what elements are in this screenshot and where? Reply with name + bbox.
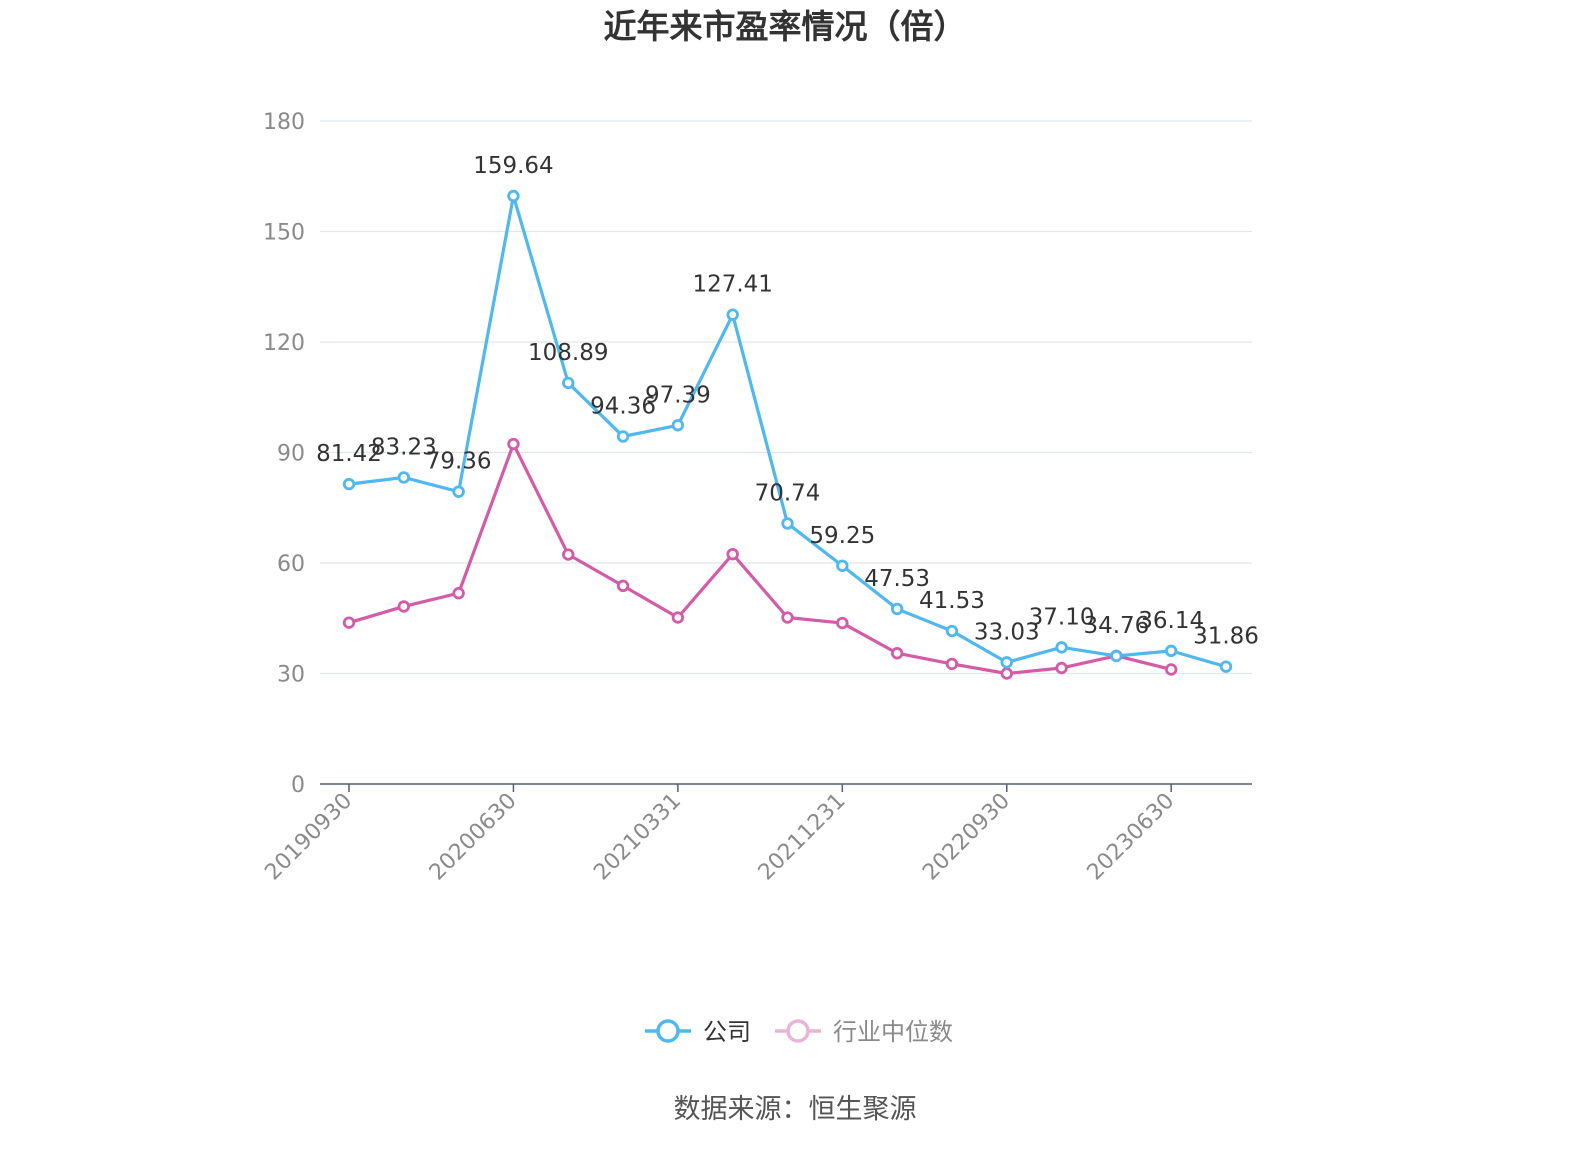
data-label: 108.89 bbox=[528, 340, 608, 366]
y-tick-label: 90 bbox=[277, 442, 305, 467]
data-label: 79.36 bbox=[426, 449, 492, 475]
y-tick-label: 30 bbox=[277, 663, 305, 688]
data-point[interactable] bbox=[562, 376, 575, 390]
data-point[interactable] bbox=[616, 430, 630, 443]
data-point[interactable] bbox=[726, 547, 739, 561]
data-point[interactable] bbox=[342, 616, 356, 629]
data-label: 41.53 bbox=[919, 588, 985, 614]
data-label: 94.36 bbox=[590, 393, 656, 419]
data-point[interactable] bbox=[616, 579, 630, 593]
y-axis: 0 30 60 90 120 150 180 bbox=[263, 110, 305, 798]
series-0 bbox=[342, 189, 1233, 673]
x-axis: 20190930 20200630 20210331 20211231 20220930… bbox=[260, 783, 1252, 886]
x-tick-label: 20210331 bbox=[589, 789, 686, 886]
data-label: 97.39 bbox=[645, 382, 711, 408]
data-point[interactable] bbox=[562, 548, 575, 561]
legend[interactable]: 公司 行业中位数 bbox=[645, 1018, 953, 1046]
data-label: 83.23 bbox=[371, 434, 437, 460]
data-point[interactable] bbox=[945, 624, 959, 638]
data-point[interactable] bbox=[397, 600, 411, 613]
data-label: 33.03 bbox=[974, 619, 1040, 645]
data-label: 34.76 bbox=[1083, 613, 1149, 639]
series-layer bbox=[342, 189, 1233, 680]
data-point[interactable] bbox=[781, 611, 794, 624]
data-point[interactable] bbox=[452, 587, 465, 600]
data-point[interactable] bbox=[836, 559, 849, 572]
chart-title: 近年来市盈率情况（倍） bbox=[604, 7, 967, 46]
data-label: 59.25 bbox=[809, 523, 875, 549]
legend-item-1[interactable] bbox=[775, 1019, 821, 1043]
legend-label: 行业中位数 bbox=[833, 1018, 953, 1046]
legend-item-0[interactable] bbox=[645, 1019, 691, 1043]
data-point[interactable] bbox=[397, 471, 411, 484]
y-tick-label: 0 bbox=[291, 773, 305, 798]
data-point[interactable] bbox=[1110, 649, 1123, 663]
data-point[interactable] bbox=[1055, 661, 1068, 675]
series-line bbox=[348, 442, 1172, 676]
data-point[interactable] bbox=[1000, 656, 1013, 669]
data-point[interactable] bbox=[1219, 660, 1233, 673]
x-tick-label: 20230630 bbox=[1083, 789, 1180, 886]
x-tick-label: 20190930 bbox=[260, 789, 357, 886]
data-point[interactable] bbox=[836, 616, 849, 630]
data-point[interactable] bbox=[890, 647, 904, 660]
series-1 bbox=[342, 437, 1178, 680]
gridlines bbox=[320, 120, 1252, 675]
data-point[interactable] bbox=[1164, 663, 1178, 676]
legend-marker-icon bbox=[786, 1019, 810, 1043]
y-tick-label: 60 bbox=[277, 552, 305, 577]
data-source: 数据来源：恒生聚源 bbox=[674, 1094, 917, 1125]
data-label: 81.42 bbox=[316, 441, 382, 467]
data-point[interactable] bbox=[781, 517, 794, 530]
data-point[interactable] bbox=[890, 602, 904, 616]
legend-marker-icon bbox=[656, 1019, 680, 1043]
x-tick-label: 20200630 bbox=[425, 789, 522, 886]
data-label: 127.41 bbox=[692, 272, 772, 298]
y-tick-label: 120 bbox=[263, 331, 305, 356]
data-label: 37.10 bbox=[1029, 604, 1095, 630]
data-point[interactable] bbox=[671, 419, 685, 432]
data-point[interactable] bbox=[1055, 641, 1068, 654]
data-point[interactable] bbox=[726, 308, 739, 321]
data-point[interactable] bbox=[507, 189, 520, 203]
y-tick-label: 150 bbox=[263, 221, 305, 246]
x-tick-label: 20220930 bbox=[918, 789, 1015, 886]
data-point[interactable] bbox=[452, 485, 465, 498]
data-point[interactable] bbox=[1000, 667, 1013, 680]
data-point[interactable] bbox=[671, 611, 685, 624]
y-tick-label: 180 bbox=[263, 110, 305, 135]
legend-label: 公司 bbox=[703, 1018, 751, 1046]
series-line bbox=[348, 194, 1227, 669]
data-label: 36.14 bbox=[1138, 608, 1204, 634]
data-point[interactable] bbox=[1164, 644, 1178, 658]
data-label: 47.53 bbox=[864, 566, 930, 592]
data-label: 31.86 bbox=[1193, 624, 1259, 650]
data-label: 159.64 bbox=[473, 153, 553, 179]
x-tick-label: 20211231 bbox=[754, 789, 851, 886]
data-point[interactable] bbox=[507, 437, 520, 451]
data-point[interactable] bbox=[945, 657, 959, 671]
data-label: 70.74 bbox=[755, 480, 821, 506]
data-point[interactable] bbox=[342, 477, 356, 491]
